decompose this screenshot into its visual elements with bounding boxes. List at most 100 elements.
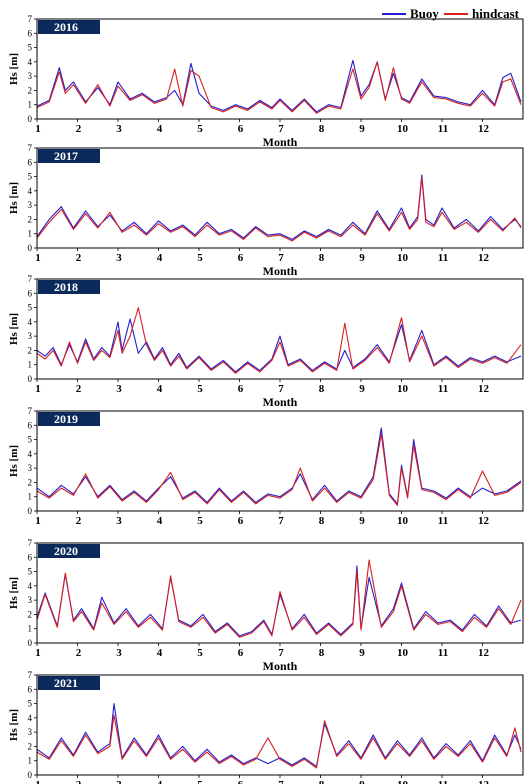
x-tick-label: 4 — [157, 383, 163, 395]
legend: Buoy hindcast — [380, 5, 526, 23]
y-tick-label: 3 — [28, 71, 33, 81]
y-axis-label: Hs [m] — [8, 577, 20, 609]
year-badge-label: 2018 — [54, 280, 78, 294]
x-tick-label: 4 — [157, 779, 163, 784]
y-tick-label: 1 — [28, 360, 33, 370]
x-tick-label: 2 — [76, 123, 82, 135]
y-tick-label: 0 — [28, 770, 33, 780]
y-tick-label: 4 — [28, 317, 33, 327]
x-tick-label: 1 — [35, 123, 41, 135]
x-tick-label: 5 — [197, 383, 203, 395]
y-tick-label: 6 — [28, 684, 33, 694]
year-badge — [38, 544, 100, 558]
y-tick-label: 7 — [28, 538, 33, 548]
x-tick-label: 4 — [157, 252, 163, 264]
y-tick-label: 7 — [28, 274, 33, 284]
series-line-buoy — [36, 565, 522, 637]
y-tick-label: 4 — [28, 449, 33, 459]
y-axis-label: Hs [m] — [8, 445, 20, 477]
series-line-buoy — [36, 59, 522, 113]
x-tick-label: 10 — [397, 252, 409, 264]
year-badge-label: 2017 — [54, 149, 78, 163]
series-line-buoy — [36, 703, 522, 767]
y-tick-label: 0 — [28, 114, 33, 124]
x-tick-label: 11 — [438, 647, 448, 659]
y-tick-label: 5 — [28, 699, 33, 709]
y-tick-label: 0 — [28, 374, 33, 384]
y-tick-label: 5 — [28, 567, 33, 577]
x-tick-label: 3 — [116, 647, 122, 659]
year-badge-label: 2020 — [54, 544, 78, 558]
x-tick-label: 12 — [478, 383, 490, 395]
x-tick-label: 9 — [359, 252, 365, 264]
x-tick-label: 9 — [359, 383, 365, 395]
x-tick-label: 7 — [278, 515, 284, 527]
y-tick-label: 1 — [28, 229, 33, 239]
x-tick-label: 6 — [238, 647, 244, 659]
x-tick-label: 8 — [319, 515, 325, 527]
year-badge — [38, 676, 100, 690]
x-tick-label: 2 — [76, 252, 82, 264]
y-axis-label: Hs [m] — [8, 709, 20, 741]
x-tick-label: 7 — [278, 779, 284, 784]
x-tick-label: 11 — [438, 252, 448, 264]
y-tick-label: 3 — [28, 331, 33, 341]
y-tick-label: 2 — [28, 345, 33, 355]
x-tick-label: 2 — [76, 515, 82, 527]
x-tick-label: 8 — [319, 383, 325, 395]
y-tick-label: 6 — [28, 157, 33, 167]
series-line-hindcast — [36, 307, 522, 374]
x-tick-label: 7 — [278, 647, 284, 659]
y-tick-label: 7 — [28, 14, 33, 24]
y-tick-label: 5 — [28, 172, 33, 182]
series-line-buoy — [36, 174, 522, 240]
series-line-hindcast — [36, 61, 522, 114]
y-tick-label: 1 — [28, 624, 33, 634]
series-line-hindcast — [36, 433, 522, 506]
y-axis-label: Hs [m] — [8, 53, 20, 85]
x-tick-label: 4 — [157, 123, 163, 135]
y-tick-label: 0 — [28, 506, 33, 516]
x-tick-label: 9 — [359, 779, 365, 784]
x-tick-label: 3 — [116, 779, 122, 784]
x-tick-label: 3 — [116, 383, 122, 395]
y-tick-label: 6 — [28, 420, 33, 430]
y-tick-label: 3 — [28, 727, 33, 737]
x-tick-label: 10 — [397, 383, 409, 395]
series-line-hindcast — [36, 177, 522, 242]
y-tick-label: 4 — [28, 581, 33, 591]
y-tick-label: 0 — [28, 243, 33, 253]
y-tick-label: 2 — [28, 85, 33, 95]
year-badge — [38, 280, 100, 294]
y-tick-label: 7 — [28, 143, 33, 153]
y-tick-label: 2 — [28, 741, 33, 751]
x-tick-label: 8 — [319, 779, 325, 784]
x-axis-label: Month — [263, 264, 298, 278]
x-axis-label: Month — [263, 395, 298, 409]
x-tick-label: 1 — [35, 647, 41, 659]
x-axis-label: Month — [263, 659, 298, 673]
legend-buoy-label: Buoy — [410, 6, 439, 21]
y-tick-label: 2 — [28, 477, 33, 487]
y-tick-label: 1 — [28, 492, 33, 502]
y-tick-label: 3 — [28, 595, 33, 605]
y-tick-label: 6 — [28, 288, 33, 298]
x-tick-label: 12 — [478, 515, 490, 527]
x-tick-label: 8 — [319, 123, 325, 135]
x-tick-label: 10 — [397, 779, 409, 784]
x-tick-label: 1 — [35, 515, 41, 527]
x-tick-label: 10 — [397, 647, 409, 659]
x-tick-label: 6 — [238, 123, 244, 135]
series-line-buoy — [36, 318, 522, 373]
x-tick-label: 12 — [478, 647, 490, 659]
y-tick-label: 3 — [28, 200, 33, 210]
plot-frame — [36, 674, 524, 776]
year-badge — [38, 20, 100, 34]
series-line-hindcast — [36, 559, 522, 638]
x-tick-label: 12 — [478, 779, 490, 784]
x-tick-label: 11 — [438, 383, 448, 395]
